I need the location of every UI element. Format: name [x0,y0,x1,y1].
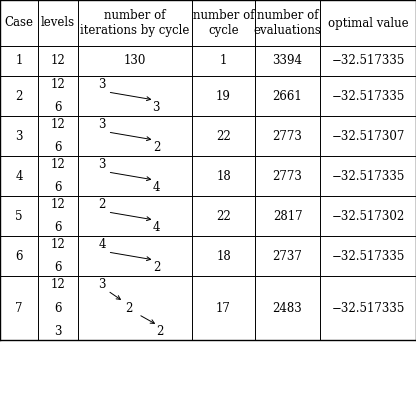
Text: 2: 2 [126,302,133,314]
Text: 6: 6 [54,302,62,314]
Text: 2817: 2817 [272,210,302,223]
Text: −32.517335: −32.517335 [331,54,405,67]
Text: 12: 12 [51,198,65,211]
Text: 1: 1 [220,54,227,67]
Text: 3: 3 [153,101,160,114]
Text: 2: 2 [15,89,23,102]
Text: 18: 18 [216,250,231,262]
Text: 17: 17 [216,302,231,314]
Text: 12: 12 [51,54,65,67]
Text: 2: 2 [99,198,106,211]
Text: −32.517307: −32.517307 [331,129,405,143]
Text: 22: 22 [216,210,231,223]
Text: 22: 22 [216,129,231,143]
Text: 130: 130 [124,54,146,67]
Text: 12: 12 [51,238,65,251]
Text: 2737: 2737 [272,250,302,262]
Text: number of
iterations by cycle: number of iterations by cycle [80,9,190,37]
Text: −32.517335: −32.517335 [331,250,405,262]
Text: 6: 6 [54,221,62,234]
Text: 3: 3 [99,278,106,291]
Text: optimal value: optimal value [328,17,409,30]
Text: −32.517335: −32.517335 [331,89,405,102]
Text: 12: 12 [51,158,65,171]
Text: 6: 6 [54,181,62,194]
Text: number of
cycle: number of cycle [193,9,254,37]
Text: −32.517335: −32.517335 [331,302,405,314]
Text: 2773: 2773 [272,169,302,183]
Text: 2483: 2483 [272,302,302,314]
Text: 6: 6 [54,101,62,114]
Text: 4: 4 [153,181,160,194]
Text: 4: 4 [99,238,106,251]
Text: 3: 3 [15,129,23,143]
Text: levels: levels [41,17,75,30]
Text: 1: 1 [15,54,23,67]
Text: number of
evaluations: number of evaluations [254,9,322,37]
Text: 6: 6 [15,250,23,262]
Text: −32.517335: −32.517335 [331,169,405,183]
Text: 12: 12 [51,118,65,131]
Text: 3: 3 [99,158,106,171]
Text: 12: 12 [51,278,65,291]
Text: 2: 2 [156,325,163,338]
Text: −32.517302: −32.517302 [332,210,405,223]
Text: 3: 3 [99,78,106,91]
Text: 19: 19 [216,89,231,102]
Text: 18: 18 [216,169,231,183]
Text: 4: 4 [15,169,23,183]
Text: 2661: 2661 [272,89,302,102]
Text: 4: 4 [153,221,160,234]
Text: 6: 6 [54,141,62,154]
Text: 3: 3 [99,118,106,131]
Text: 3: 3 [54,325,62,338]
Text: 2773: 2773 [272,129,302,143]
Text: 7: 7 [15,302,23,314]
Text: 2: 2 [153,141,160,154]
Text: 2: 2 [153,261,160,274]
Text: 3394: 3394 [272,54,302,67]
Text: 5: 5 [15,210,23,223]
Text: 6: 6 [54,261,62,274]
Text: Case: Case [5,17,34,30]
Text: 12: 12 [51,78,65,91]
